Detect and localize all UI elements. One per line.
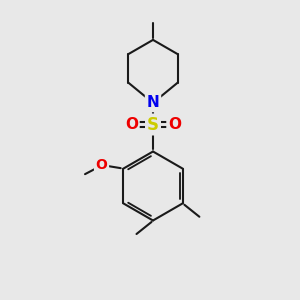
Text: O: O xyxy=(168,117,181,132)
Text: S: S xyxy=(147,116,159,134)
Text: O: O xyxy=(96,158,107,172)
Text: N: N xyxy=(147,95,159,110)
Text: O: O xyxy=(125,117,138,132)
